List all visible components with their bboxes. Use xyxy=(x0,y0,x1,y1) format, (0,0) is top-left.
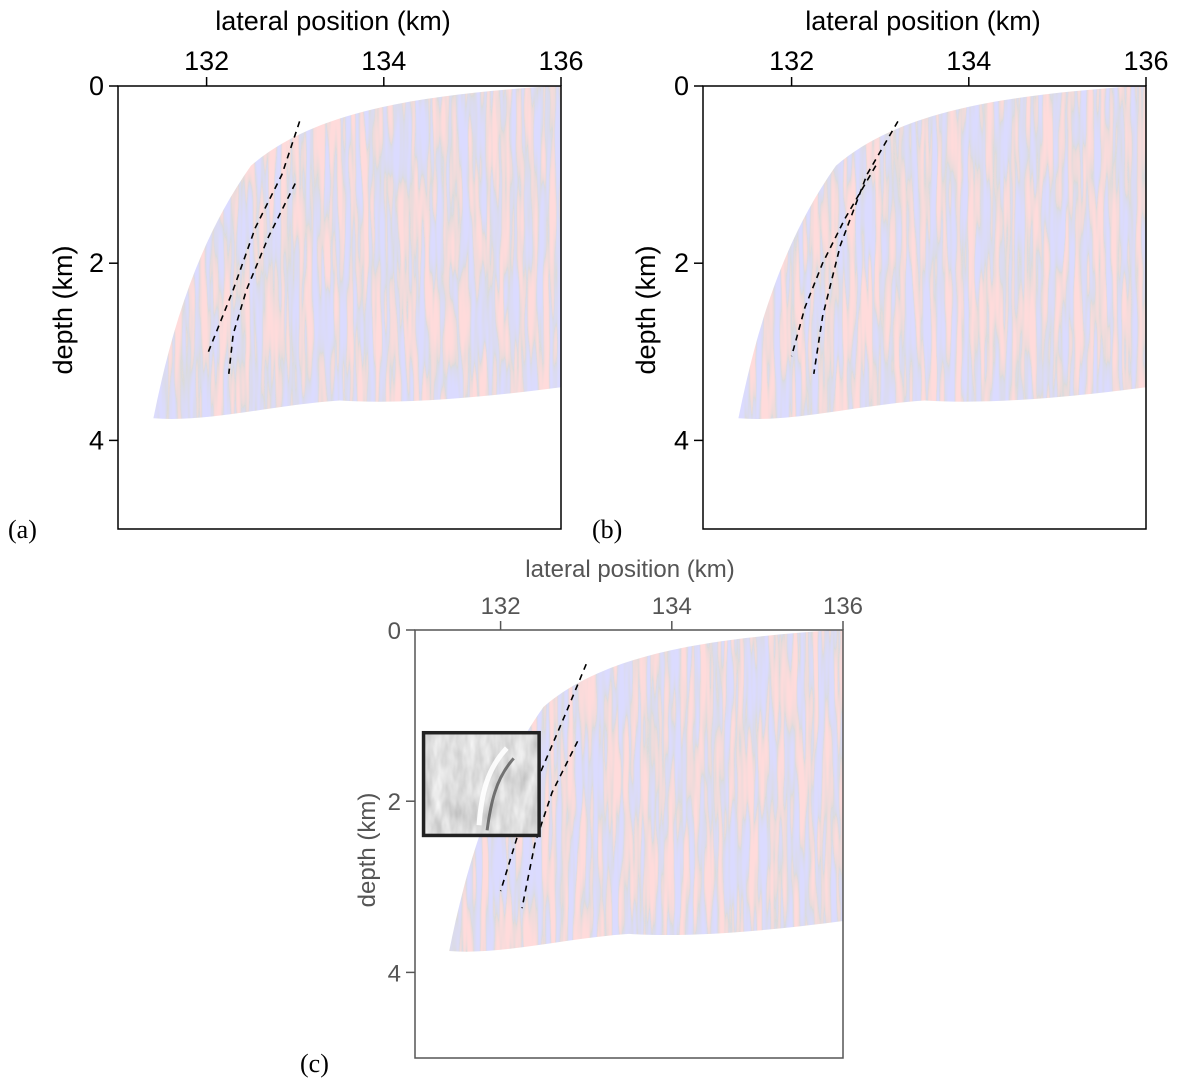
y-axis-title: depth (km) xyxy=(631,245,661,374)
x-tick-label: 134 xyxy=(946,46,991,76)
fault-line xyxy=(228,183,296,374)
fault-line xyxy=(813,120,899,375)
zoom-inset xyxy=(421,730,541,838)
x-tick-label: 136 xyxy=(1123,46,1168,76)
x-axis-title: lateral position (km) xyxy=(525,556,734,583)
fault-line xyxy=(790,165,877,357)
panel-a: 132 134 136 0 2 4 lateral position (km) depth (… xyxy=(8,6,584,544)
panel-label: (b) xyxy=(592,515,622,544)
x-axis-title: lateral position (km) xyxy=(215,6,451,36)
y-tick-label: 0 xyxy=(674,71,689,101)
x-tick-label: 132 xyxy=(481,593,521,620)
y-tick-label: 4 xyxy=(89,425,104,455)
y-tick-label: 2 xyxy=(674,248,689,278)
x-tick-label: 136 xyxy=(823,593,863,620)
panel-label: (c) xyxy=(300,1049,329,1078)
fault-line xyxy=(521,740,579,909)
y-tick-label: 4 xyxy=(674,425,689,455)
x-tick-label: 134 xyxy=(652,593,692,620)
axes-frame xyxy=(702,85,1147,530)
panel-b: 132 134 136 0 2 4 lateral position (km) depth (… xyxy=(592,6,1169,544)
y-axis-title: depth (km) xyxy=(354,793,381,908)
y-tick-label: 4 xyxy=(388,960,401,987)
fault-line xyxy=(499,663,587,892)
x-tick-label: 134 xyxy=(361,46,406,76)
seismic-image xyxy=(153,86,561,419)
seismic-image xyxy=(449,630,843,952)
axes-frame xyxy=(117,85,562,530)
panel-label: (a) xyxy=(8,515,37,544)
y-tick-label: 2 xyxy=(388,789,401,816)
y-tick-label: 2 xyxy=(89,248,104,278)
panel-c: 132 134 136 0 2 4 lateral position (km) depth (… xyxy=(300,556,863,1078)
y-tick-label: 0 xyxy=(388,618,401,645)
axes-frame xyxy=(414,629,844,1059)
y-tick-label: 0 xyxy=(89,71,104,101)
y-axis-title: depth (km) xyxy=(48,245,78,374)
seismic-image xyxy=(738,86,1146,419)
x-tick-label: 132 xyxy=(769,46,814,76)
fault-line xyxy=(205,121,301,357)
x-tick-label: 132 xyxy=(184,46,229,76)
x-axis-title: lateral position (km) xyxy=(805,6,1041,36)
x-tick-label: 136 xyxy=(538,46,583,76)
